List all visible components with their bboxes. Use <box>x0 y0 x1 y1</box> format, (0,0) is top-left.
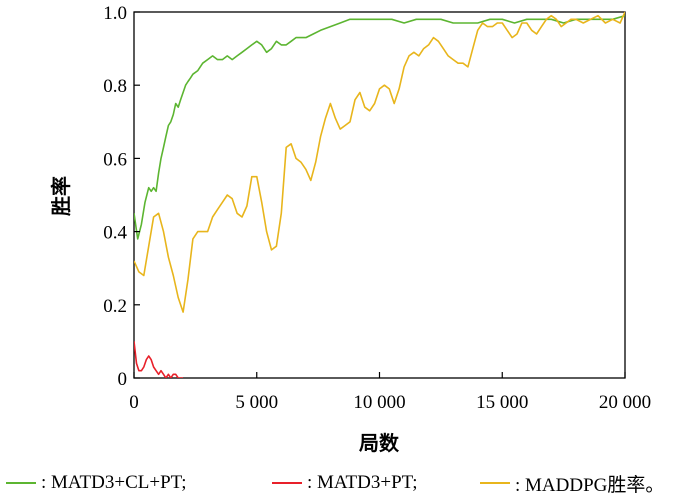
legend-swatch-3 <box>480 482 510 484</box>
legend-swatch-2 <box>272 482 302 484</box>
x-tick-label: 15 000 <box>476 392 528 413</box>
series-line-2 <box>134 341 184 378</box>
plot-frame <box>133 11 626 379</box>
y-tick-label: 0.4 <box>103 223 127 244</box>
legend-label-2: : MATD3+PT; <box>307 472 418 493</box>
series-line-3 <box>134 11 625 313</box>
series-layer <box>134 11 625 378</box>
plot-area <box>133 11 626 379</box>
series-line-1 <box>134 14 625 240</box>
y-tick-label: 0.6 <box>103 149 127 170</box>
legend-label-3: : MADDPG胜率。 <box>515 474 665 496</box>
x-tick-label: 5 000 <box>235 392 278 413</box>
ticks-layer: 0 5 000 10 000 15 000 20 000 0 0.2 0.4 0.6 0.8 1.0 <box>103 3 651 413</box>
chart: 0 5 000 10 000 15 000 20 000 0 0.2 0.4 0.6 0.8 1.0… <box>49 3 651 455</box>
y-tick-label: 0 <box>118 369 128 390</box>
legend-swatch-1 <box>6 482 36 484</box>
x-tick-label: 20 000 <box>599 392 651 413</box>
y-tick-label: 0.8 <box>103 76 127 97</box>
legend-item-1: : MATD3+CL+PT; <box>6 468 186 498</box>
legend: : MATD3+CL+PT; : MATD3+PT; : MADDPG胜率。 <box>0 468 700 498</box>
y-axis-label: 胜率 <box>49 176 73 216</box>
legend-label-1: : MATD3+CL+PT; <box>41 472 187 493</box>
legend-item-3: : MADDPG胜率。 <box>480 468 664 498</box>
y-tick-label: 1.0 <box>103 3 127 24</box>
x-axis-label: 局数 <box>358 431 400 455</box>
x-tick-label: 0 <box>129 392 139 413</box>
y-tick-label: 0.2 <box>103 296 127 317</box>
x-tick-label: 10 000 <box>353 392 405 413</box>
legend-item-2: : MATD3+PT; <box>272 468 417 498</box>
